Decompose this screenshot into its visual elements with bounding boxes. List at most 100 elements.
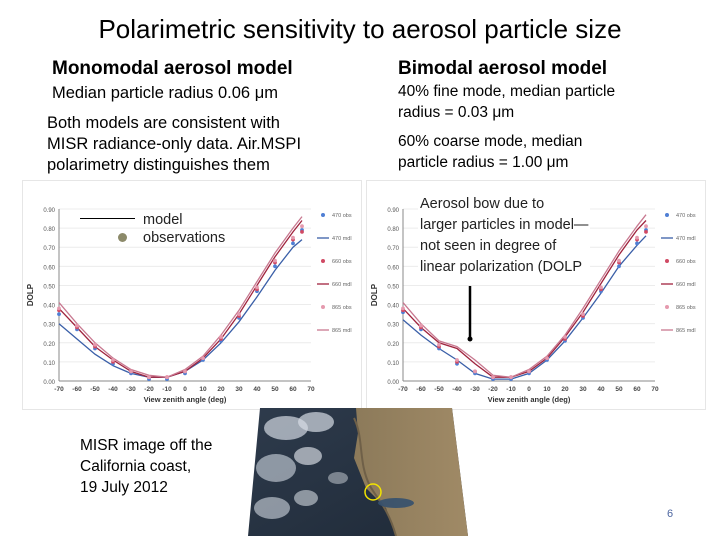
series-line-470-mdl [58,239,303,378]
legend-label: 865 obs [676,305,696,311]
left-chart-panel: 0.00 0.10 0.20 0.30 0.40 0.50 0.60 0.70 0.80 0.90… [22,180,362,410]
series-point-470-obs [617,264,621,269]
x-tick-label: 50 [615,386,623,393]
y-tick-label: 0.90 [43,208,55,214]
caption-line: 19 July 2012 [80,479,168,496]
left-heading: Monomodal aerosol model [52,58,293,79]
legend-label: 660 obs [332,259,352,265]
legend-marker [321,305,325,309]
left-note: Both models are consistent with MISR rad… [47,113,377,176]
series-point-470-obs [635,241,639,246]
x-tick-label: -60 [72,386,82,393]
y-tick-label: 0.40 [387,304,399,310]
y-tick-label: 0.80 [387,227,399,233]
y-tick-label: 0.00 [43,380,55,386]
annotation-line: larger particles in model— [420,217,589,233]
series-point-865-obs [473,369,477,374]
coarse-mode-line: 60% coarse mode, median [398,133,583,150]
target-circle-marker [364,483,382,501]
y-tick-label: 0.60 [387,265,399,271]
y-tick-label: 0.60 [43,265,55,271]
fine-mode-line: 40% fine mode, median particle [398,83,616,100]
series-point-470-obs [291,241,295,246]
x-tick-label: 10 [543,386,551,393]
slide-title: Polarimetric sensitivity to aerosol part… [98,14,622,44]
coarse-mode-line: particle radius = 1.00 μm [398,154,569,171]
x-tick-label: -30 [126,386,136,393]
series-point-865-obs [273,258,277,263]
series-point-865-obs [219,335,223,339]
y-tick-label: 0.10 [387,361,399,367]
x-tick-label: 20 [217,386,225,393]
series-point-865-obs [545,356,549,360]
series-point-470-obs [273,264,277,269]
aerosol-bow-annotation: Aerosol bow due to larger particles in m… [418,194,591,278]
series-point-865-obs [599,285,603,290]
caption-line: MISR image off the [80,437,213,454]
caption-line: California coast, [80,458,192,475]
legend-label: 660 obs [676,259,696,265]
legend-label: 470 mdl [676,236,696,242]
series-point-865-obs [129,369,133,374]
x-tick-label: -50 [434,386,444,393]
series-point-865-obs [75,323,79,328]
series-point-865-obs [635,235,639,240]
legend-marker [665,305,669,309]
misr-caption: MISR image off the California coast, 19 … [80,435,212,498]
right-fine-mode: 40% fine mode, median particle radius = … [398,81,615,123]
legend-observation-marker [118,233,127,242]
x-tick-label: -20 [144,386,154,393]
left-note-line: MISR radiance-only data. Air.MSPI [47,135,302,153]
annotation-line: Aerosol bow due to [420,196,545,212]
series-point-865-obs [437,342,441,347]
misr-satellite-image [248,408,468,536]
y-axis-label: DOLP [26,283,35,306]
series-point-865-obs [255,285,259,290]
x-axis-label: View zenith angle (deg) [144,395,227,404]
x-tick-label: -10 [162,386,172,393]
series-point-865-obs [491,375,495,380]
right-heading: Bimodal aerosol model [398,58,608,79]
x-tick-label: 40 [253,386,261,393]
series-point-865-obs [93,342,97,347]
page-number: 6 [667,508,674,520]
y-axis-label: DOLP [370,283,379,306]
y-tick-label: 0.90 [387,208,399,214]
y-tick-label: 0.70 [387,246,399,252]
x-tick-label: 0 [183,386,187,393]
x-tick-label: 70 [651,386,659,393]
annotation-line: not seen in degree of [420,238,557,254]
legend-label: 470 mdl [332,236,352,242]
x-tick-label: -10 [506,386,516,393]
legend-label: 865 obs [332,305,352,311]
x-tick-label: 60 [633,386,641,393]
series-point-865-obs [419,323,423,328]
annotation-line: linear polarization (DOLP [420,259,582,275]
x-tick-label: -70 [54,386,64,393]
x-tick-label: 40 [597,386,605,393]
series-point-865-obs [581,312,585,316]
series-point-865-obs [644,224,648,229]
legend-observations-label: observations [143,230,226,246]
x-tick-label: -30 [470,386,480,393]
legend-marker [665,213,669,217]
legend-marker [665,259,669,263]
series-point-865-obs [183,369,187,374]
legend-model-line [80,218,135,219]
left-note-line: Both models are consistent with [47,114,280,132]
series-point-865-obs [147,375,151,380]
series-point-865-obs [111,358,115,362]
legend-marker [321,213,325,217]
series-point-470-obs [57,312,61,316]
series-point-865-obs [509,375,513,380]
y-tick-label: 0.40 [43,304,55,310]
series-point-865-obs [291,235,295,240]
fine-mode-line: radius = 0.03 μm [398,104,515,121]
y-tick-label: 0.50 [387,284,399,290]
annotation-arrow [467,286,473,342]
y-tick-label: 0.00 [387,380,399,386]
series-point-865-obs [563,335,567,339]
y-tick-label: 0.50 [43,284,55,290]
x-tick-label: 30 [579,386,587,393]
series-point-865-obs [201,356,205,360]
